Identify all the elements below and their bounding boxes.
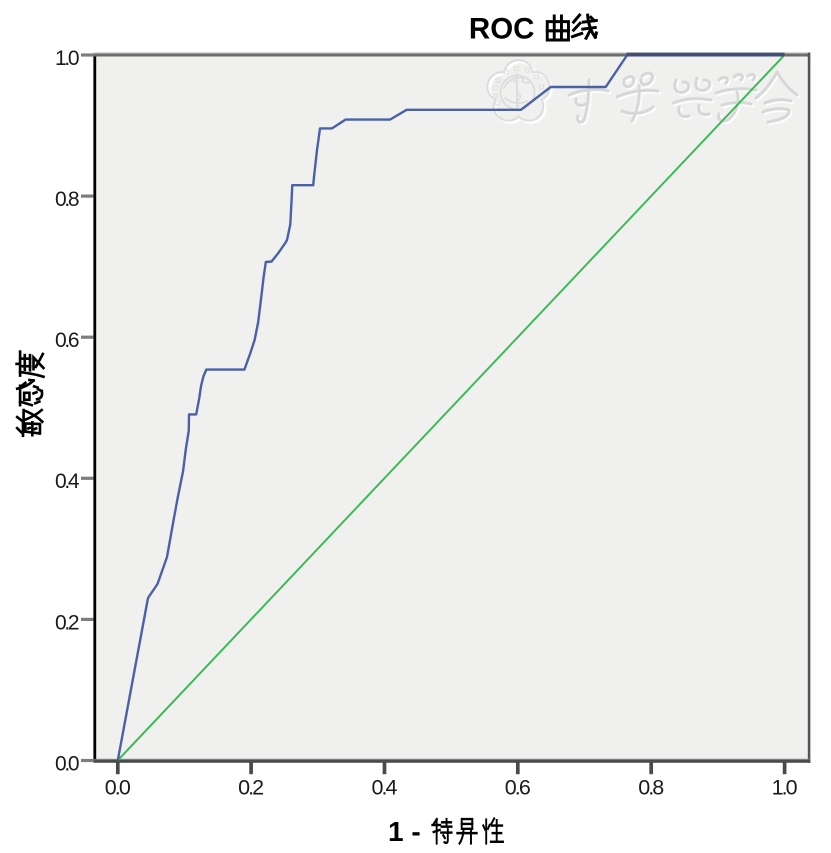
- svg-text:0.0: 0.0: [105, 775, 131, 799]
- svg-text:0.8: 0.8: [55, 188, 80, 211]
- svg-text:1.0: 1.0: [772, 775, 798, 799]
- svg-text:0.8: 0.8: [638, 775, 664, 799]
- svg-text:0.2: 0.2: [238, 775, 264, 799]
- svg-text:1 -: 1 -: [388, 816, 421, 847]
- svg-text:0.4: 0.4: [372, 775, 398, 799]
- svg-text:0.6: 0.6: [505, 775, 531, 799]
- svg-text:0.0: 0.0: [55, 753, 80, 776]
- svg-text:0.2: 0.2: [55, 611, 80, 634]
- svg-text:0.4: 0.4: [55, 470, 80, 493]
- svg-text:ROC: ROC: [469, 13, 535, 46]
- svg-text:0.6: 0.6: [55, 329, 80, 352]
- svg-text:1.0: 1.0: [55, 47, 80, 70]
